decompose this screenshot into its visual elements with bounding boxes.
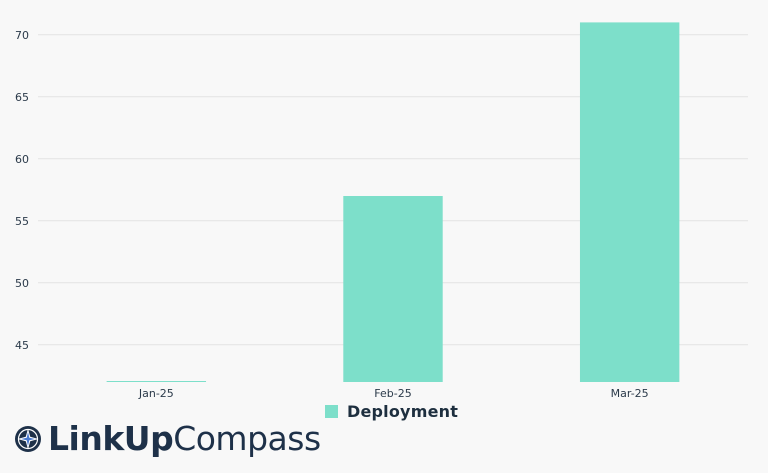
bar-feb-25[interactable] (343, 196, 443, 382)
y-tick-label: 65 (15, 91, 29, 104)
legend-label-deployment: Deployment (347, 402, 459, 421)
bar-jan-25[interactable] (106, 381, 207, 382)
bar-mar-25[interactable] (579, 22, 680, 383)
y-tick-label: 50 (15, 277, 29, 290)
legend[interactable]: Deployment (325, 402, 458, 421)
y-tick-label: 45 (15, 339, 29, 352)
legend-swatch (325, 405, 338, 418)
compass-icon (15, 425, 41, 452)
y-tick-label: 70 (15, 29, 29, 42)
brand-logo: LinkUpCompass (14, 422, 321, 455)
y-tick-label: 55 (15, 215, 29, 228)
x-tick-label: Mar-25 (611, 387, 649, 400)
x-tick-label: Jan-25 (138, 387, 174, 400)
logo-wordmark: LinkUpCompass (48, 419, 321, 458)
x-tick-label: Feb-25 (374, 387, 411, 400)
y-tick-label: 60 (15, 153, 29, 166)
